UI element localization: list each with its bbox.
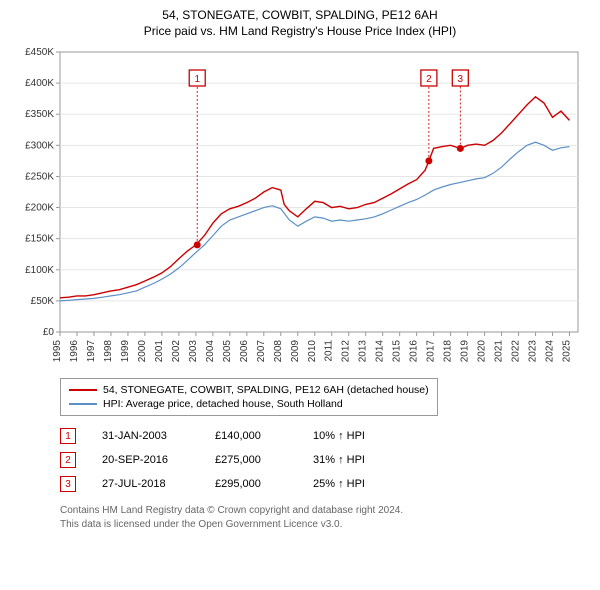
svg-text:1997: 1997 [86,340,97,363]
svg-text:2011: 2011 [324,340,335,362]
transaction-delta: 10% ↑ HPI [313,430,398,442]
title-block: 54, STONEGATE, COWBIT, SPALDING, PE12 6A… [10,8,590,38]
svg-text:2009: 2009 [290,340,301,363]
title-subtitle: Price paid vs. HM Land Registry's House … [10,24,590,38]
footer-line1: Contains HM Land Registry data © Crown c… [60,504,590,518]
title-address: 54, STONEGATE, COWBIT, SPALDING, PE12 6A… [10,8,590,22]
transaction-delta: 31% ↑ HPI [313,454,398,466]
svg-text:2004: 2004 [205,340,216,363]
legend-row-property: 54, STONEGATE, COWBIT, SPALDING, PE12 6A… [69,383,429,397]
transaction-date: 31-JAN-2003 [102,430,197,442]
svg-text:2019: 2019 [460,340,471,363]
svg-text:2005: 2005 [222,340,233,363]
chart-container: 54, STONEGATE, COWBIT, SPALDING, PE12 6A… [0,0,600,537]
transaction-marker: 3 [60,476,76,492]
svg-text:2002: 2002 [171,340,182,363]
svg-text:2016: 2016 [409,340,420,363]
svg-text:2008: 2008 [273,340,284,363]
legend-swatch-property [69,389,97,391]
svg-text:£250K: £250K [25,171,54,182]
svg-text:2020: 2020 [477,340,488,363]
legend-label-hpi: HPI: Average price, detached house, Sout… [103,398,343,410]
svg-text:2025: 2025 [562,340,573,363]
footer-line2: This data is licensed under the Open Gov… [60,518,590,532]
svg-text:2: 2 [426,74,432,85]
svg-text:£300K: £300K [25,140,54,151]
transaction-price: £275,000 [215,454,295,466]
svg-text:3: 3 [458,74,464,85]
svg-text:1996: 1996 [69,340,80,363]
transaction-price: £295,000 [215,478,295,490]
svg-text:£150K: £150K [25,234,54,245]
svg-text:2014: 2014 [375,340,386,363]
legend-label-property: 54, STONEGATE, COWBIT, SPALDING, PE12 6A… [103,384,429,396]
svg-text:£450K: £450K [25,47,54,58]
transaction-delta: 25% ↑ HPI [313,478,398,490]
chart-area: £0 £50K £100K £150K £200K £250K £300K £350K £400… [10,42,590,372]
transaction-row: 1 31-JAN-2003 £140,000 10% ↑ HPI [60,424,590,448]
svg-text:£400K: £400K [25,78,54,89]
transaction-marker: 2 [60,452,76,468]
transaction-row: 2 20-SEP-2016 £275,000 31% ↑ HPI [60,448,590,472]
footer-note: Contains HM Land Registry data © Crown c… [60,504,590,531]
svg-text:1999: 1999 [120,340,131,363]
svg-text:1: 1 [194,74,200,85]
svg-text:2015: 2015 [392,340,403,363]
svg-text:1998: 1998 [103,340,114,363]
svg-text:2022: 2022 [511,340,522,363]
transaction-date: 27-JUL-2018 [102,478,197,490]
svg-text:2024: 2024 [545,340,556,363]
svg-text:£350K: £350K [25,109,54,120]
svg-text:2010: 2010 [307,340,318,363]
svg-text:2017: 2017 [426,340,437,363]
legend-swatch-hpi [69,403,97,405]
svg-text:£200K: £200K [25,203,54,214]
legend-row-hpi: HPI: Average price, detached house, Sout… [69,397,429,411]
svg-text:2018: 2018 [443,340,454,363]
transactions-table: 1 31-JAN-2003 £140,000 10% ↑ HPI 2 20-SEP-201… [60,424,590,496]
transaction-date: 20-SEP-2016 [102,454,197,466]
legend: 54, STONEGATE, COWBIT, SPALDING, PE12 6A… [60,378,438,416]
transaction-marker: 1 [60,428,76,444]
svg-text:2013: 2013 [358,340,369,363]
svg-text:£0: £0 [43,327,55,338]
svg-text:2012: 2012 [341,340,352,363]
svg-text:£50K: £50K [31,296,55,307]
transaction-row: 3 27-JUL-2018 £295,000 25% ↑ HPI [60,472,590,496]
svg-text:2007: 2007 [256,340,267,363]
transaction-price: £140,000 [215,430,295,442]
svg-text:2001: 2001 [154,340,165,363]
svg-text:£100K: £100K [25,265,54,276]
svg-text:1995: 1995 [52,340,63,363]
line-chart-svg: £0 £50K £100K £150K £200K £250K £300K £350K £400… [10,42,590,372]
svg-text:2023: 2023 [528,340,539,363]
svg-text:2021: 2021 [494,340,505,363]
svg-text:2006: 2006 [239,340,250,363]
svg-text:2000: 2000 [137,340,148,363]
svg-text:2003: 2003 [188,340,199,363]
